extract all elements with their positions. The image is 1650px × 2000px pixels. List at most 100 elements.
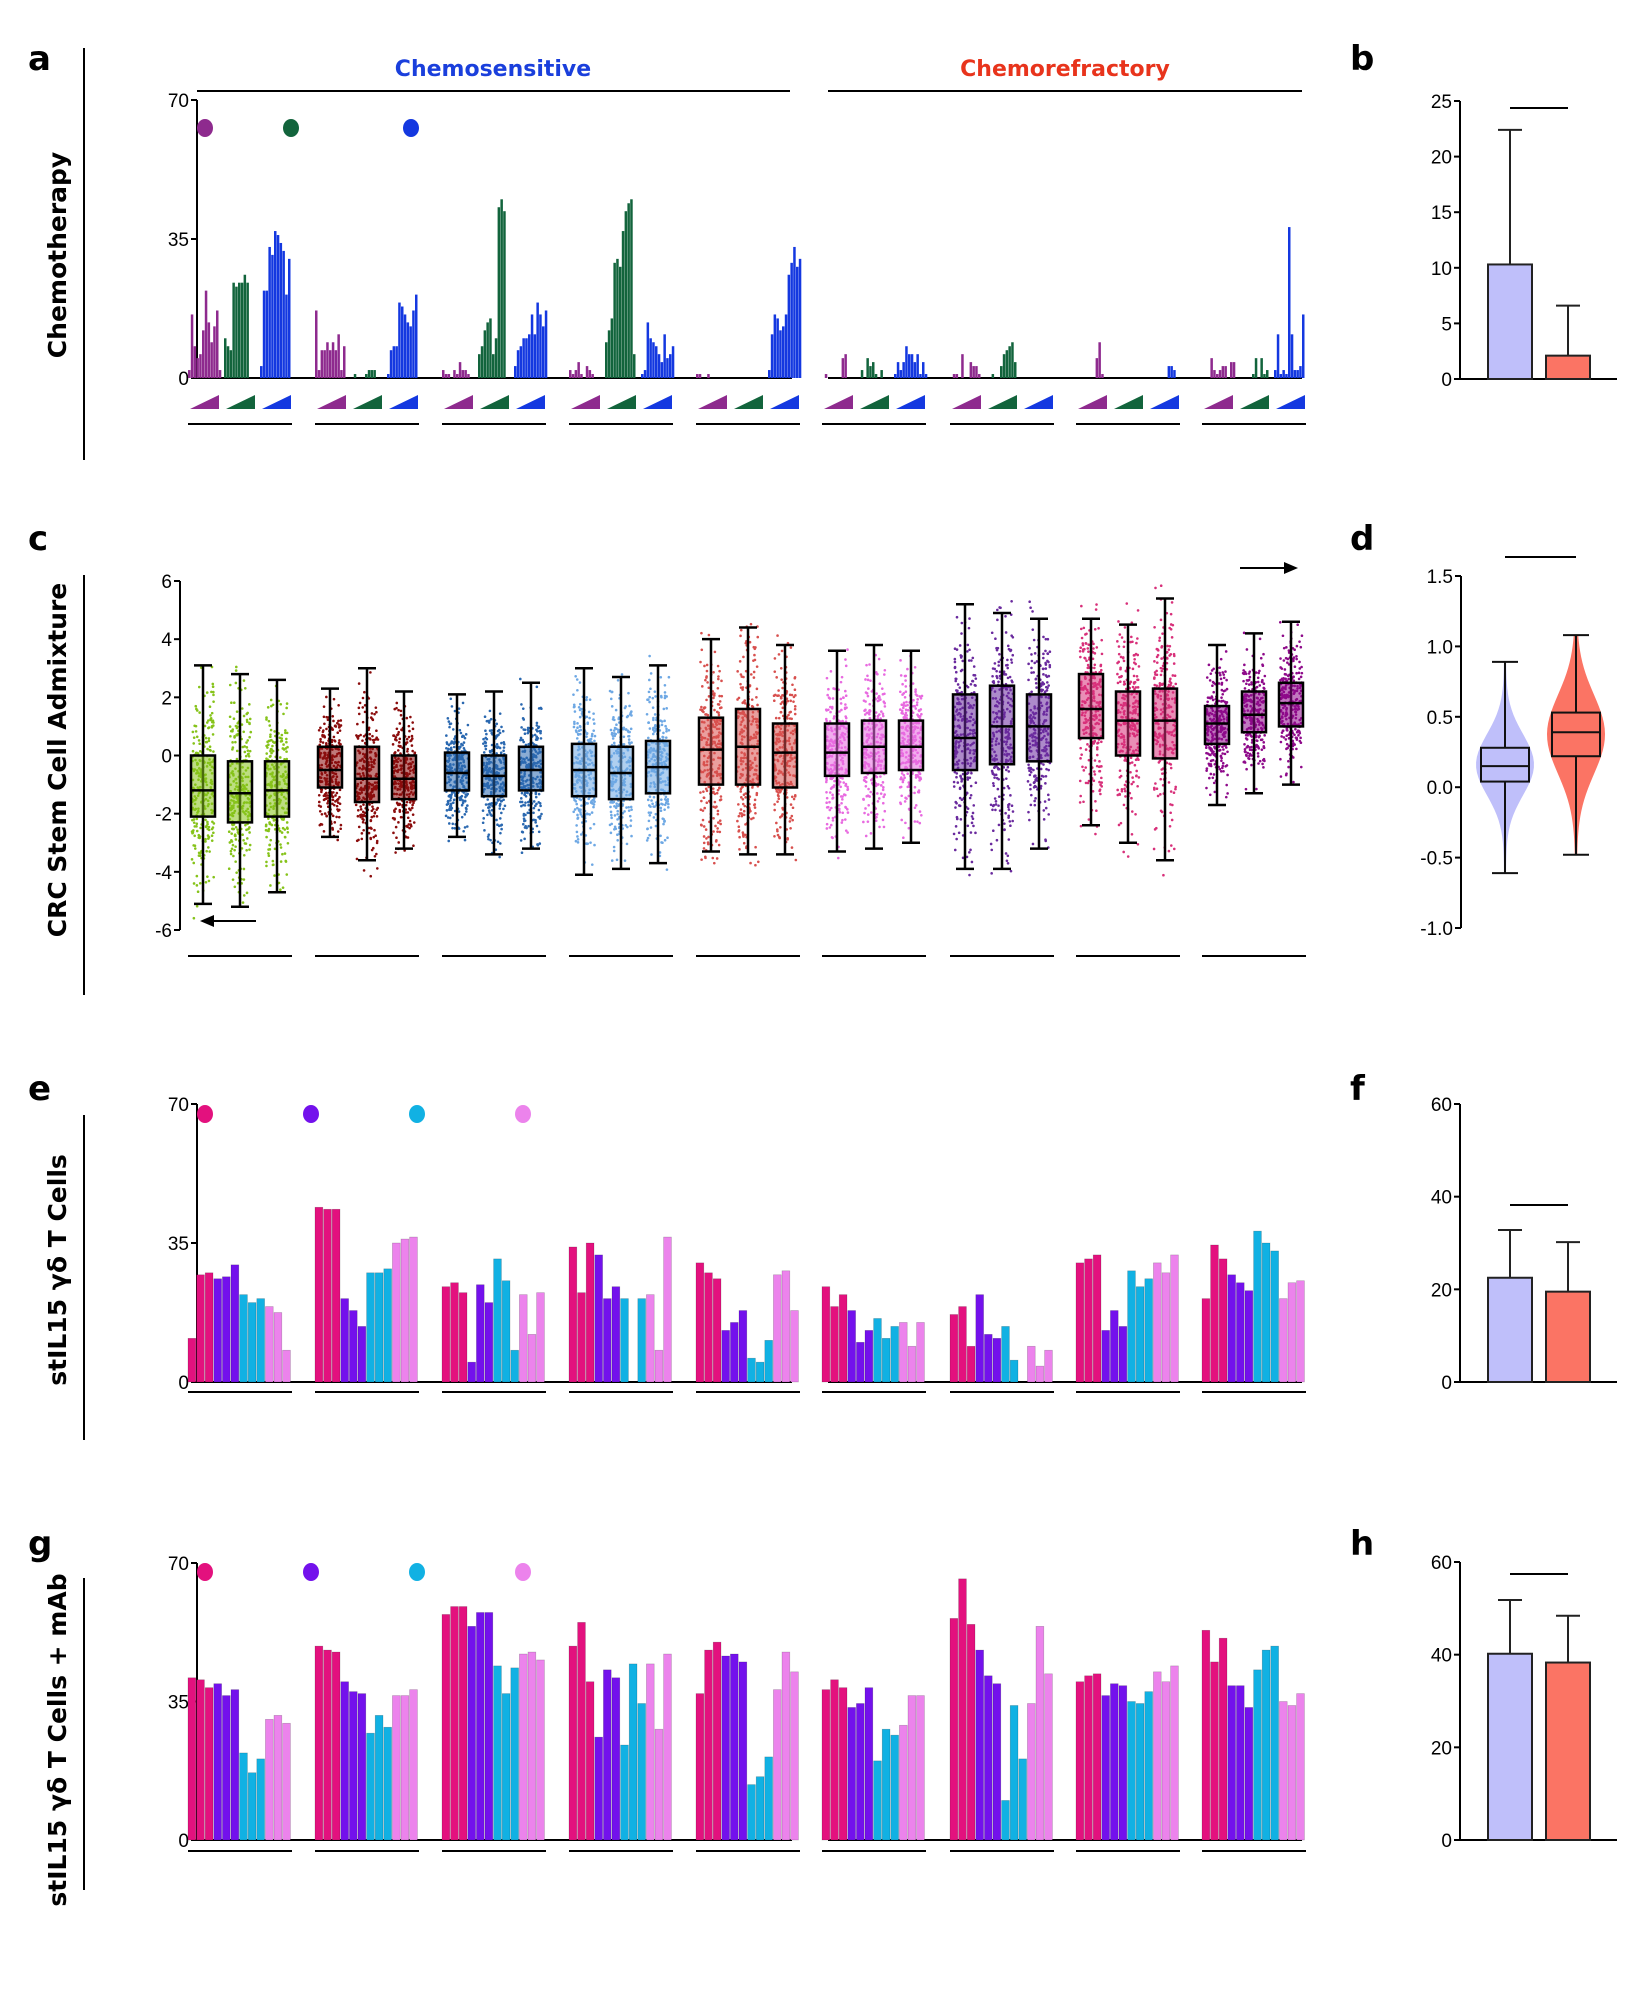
a-bar-sn38: [643, 370, 647, 378]
c-cell-point: [407, 823, 411, 826]
c-cell-point: [649, 826, 653, 829]
c-cell-point: [578, 681, 582, 684]
c-cell-point: [521, 822, 525, 826]
c-cell-point: [398, 722, 402, 725]
c-cell-point: [875, 775, 879, 779]
c-cell-point: [527, 803, 530, 807]
c-cell-point: [207, 879, 211, 883]
a-bar-sn38: [544, 310, 548, 378]
c-cell-point: [915, 694, 919, 697]
c-cell-point: [234, 860, 237, 863]
c-cell-point: [778, 836, 781, 840]
c-cell-point: [370, 712, 374, 715]
c-cell-point: [667, 806, 670, 809]
c-box: [390, 754, 418, 801]
c-cell-point: [242, 714, 246, 718]
a-bar-5fu: [331, 342, 335, 378]
c-cell-point: [791, 683, 794, 687]
c-cell-point: [231, 843, 235, 847]
a-bar-sn38: [522, 338, 525, 378]
c-cell-point: [616, 730, 620, 734]
c-cell-point: [268, 724, 272, 727]
c-cell-point: [320, 812, 324, 816]
a-bar-oxaliplatin: [1005, 350, 1009, 378]
c-cell-point: [829, 710, 832, 714]
a-bar-5fu: [458, 362, 462, 378]
c-cell-point: [192, 916, 196, 920]
c-cell-point: [881, 714, 885, 718]
c-cell-point: [704, 787, 708, 791]
c-cell-point: [496, 729, 500, 733]
c-cell-point: [658, 737, 662, 741]
c-cell-point: [231, 741, 234, 744]
c-cell-point: [789, 803, 793, 806]
c-cell-point: [532, 811, 535, 815]
a-bar-sn38: [542, 326, 545, 378]
c-cell-point: [750, 817, 753, 821]
c-cell-point: [362, 818, 365, 822]
c-cell-point: [881, 818, 885, 822]
c-cell-point: [498, 817, 502, 820]
c-cell-point: [285, 706, 288, 710]
a-bar-5fu: [580, 374, 583, 378]
c-cell-point: [269, 884, 272, 887]
a-legend-swatch: [197, 119, 213, 137]
c-cell-point: [753, 653, 756, 657]
c-cell-point: [407, 735, 411, 739]
c-cell-point: [579, 813, 583, 816]
c-cell-point: [337, 723, 341, 726]
c-cell-point: [648, 654, 651, 658]
c-cell-point: [577, 705, 581, 709]
c-cell-point: [824, 717, 828, 721]
c-cell-point: [706, 681, 709, 684]
c-cell-point: [866, 813, 870, 816]
c-cell-point: [916, 698, 919, 701]
a-bar-5fu: [204, 290, 208, 378]
c-cell-point: [654, 724, 657, 727]
c-cell-point: [609, 810, 613, 814]
c-cell-point: [319, 740, 322, 743]
c-cell-point: [236, 830, 240, 834]
b-bar-chemorefractory: [1545, 354, 1591, 381]
c-cell-point: [715, 805, 718, 808]
a-concentration-ramp-icon: [1276, 395, 1305, 409]
c-cell-point: [825, 822, 829, 826]
c-cell-point: [579, 732, 582, 736]
c-cell-point: [877, 797, 881, 800]
c-cell-point: [265, 718, 268, 721]
a-bar-5fu: [447, 374, 451, 378]
c-cell-point: [613, 827, 616, 831]
a-bar-sn38: [1282, 370, 1285, 378]
c-cell-point: [739, 790, 743, 793]
c-cell-point: [398, 803, 401, 807]
c-cell-point: [248, 721, 251, 725]
c-cell-point: [876, 800, 880, 803]
c-cell-point: [286, 830, 290, 834]
a-bar-5fu: [334, 350, 338, 378]
a-concentration-ramp-icon: [480, 395, 509, 409]
c-cell-point: [793, 676, 797, 680]
c-cell-point: [210, 834, 214, 838]
c-cell-point: [534, 791, 538, 795]
c-cell-point: [411, 727, 415, 731]
c-cell-point: [840, 821, 844, 824]
c-cell-point: [590, 811, 594, 814]
a-bar-oxaliplatin: [503, 211, 506, 378]
c-cell-point: [317, 728, 321, 732]
c-cell-point: [522, 817, 526, 821]
c-cell-point: [461, 734, 465, 738]
c-cell-point: [540, 812, 543, 816]
c-cell-point: [536, 730, 539, 733]
c-cell-point: [780, 678, 783, 681]
c-cell-point: [717, 675, 720, 678]
c-cell-point: [576, 722, 579, 725]
a-concentration-ramp-icon: [952, 395, 981, 409]
c-cell-point: [718, 694, 721, 698]
c-cell-point: [713, 800, 717, 804]
c-cell-point: [739, 682, 742, 686]
c-cell-point: [211, 826, 215, 829]
a-bar-sn38: [1302, 314, 1305, 378]
c-cell-point: [702, 847, 706, 850]
c-cell-point: [737, 696, 741, 700]
c-cell-point: [740, 814, 744, 818]
